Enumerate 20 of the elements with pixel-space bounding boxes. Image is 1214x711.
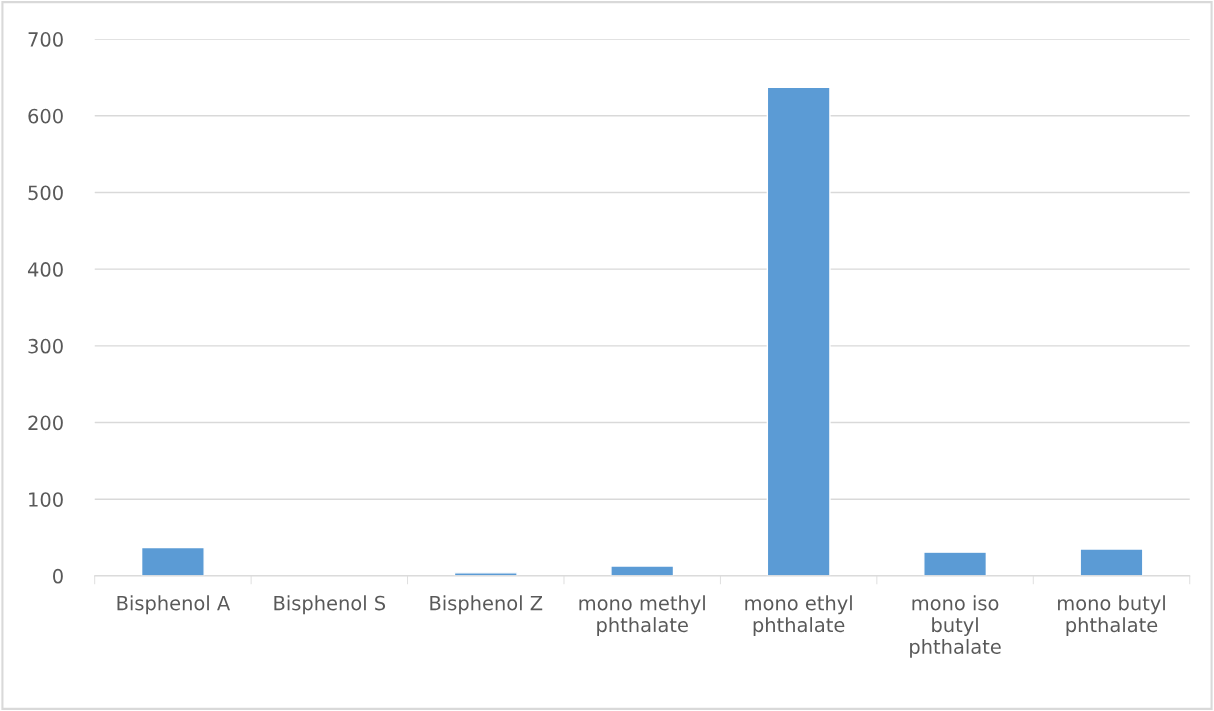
bar: [610, 565, 675, 576]
y-tick-label: 300: [28, 338, 63, 354]
bar: [140, 546, 205, 576]
x-tick-label: mono iso butyl phthalate: [910, 595, 1001, 658]
y-tick-label: 600: [28, 108, 63, 124]
x-tick-label: mono methyl phthalate: [579, 595, 705, 636]
y-tick-label: 100: [29, 492, 63, 507]
x-tick-label: Bisphenol A: [117, 595, 231, 615]
x-tick-label: mono butyl phthalate: [1058, 595, 1165, 636]
x-tick-label: Bisphenol S: [274, 595, 386, 615]
bar: [923, 551, 988, 576]
y-tick-label: 200: [28, 415, 63, 431]
y-tick-label: 0: [53, 568, 63, 584]
bar: [766, 86, 831, 576]
bar: [1079, 548, 1144, 576]
y-tick-label: 400: [27, 262, 63, 277]
x-tick-label: mono ethyl phthalate: [745, 595, 852, 636]
x-tick-label: Bisphenol Z: [430, 595, 543, 615]
y-tick-label: 500: [28, 185, 63, 201]
y-tick-label: 700: [28, 32, 63, 47]
